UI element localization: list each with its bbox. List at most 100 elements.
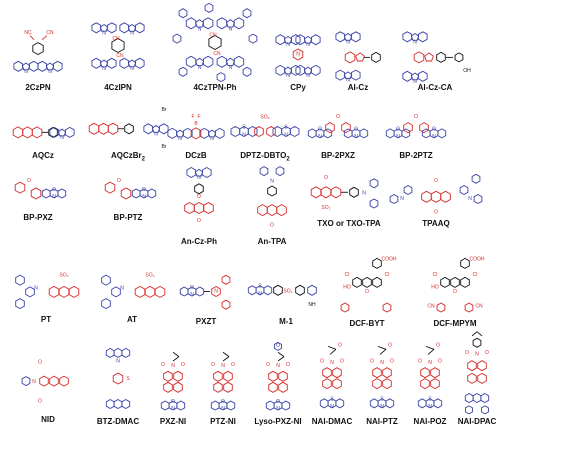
- ring: [52, 60, 63, 72]
- ring: [295, 64, 306, 76]
- structure-bonds: ONO OSN: [369, 342, 395, 410]
- molecule-bp-2ptz: O N O O N BP-2PTZ: [384, 110, 448, 160]
- atom-label: O: [231, 362, 235, 368]
- ring: [15, 298, 25, 310]
- structure-bonds: N SO₂: [101, 272, 166, 310]
- ring: [310, 186, 322, 199]
- heteroatom-label: S: [330, 397, 334, 403]
- ring: [49, 375, 59, 387]
- fluorine-label: F: [191, 114, 194, 120]
- five-ring: [303, 35, 313, 44]
- atom-label: N: [475, 352, 479, 358]
- structure-bonds: NO O: [464, 331, 490, 415]
- molecule-nai-dpac: N O O NAI-DPAC: [448, 330, 506, 426]
- structure-bonds: NC CN N N: [13, 30, 63, 75]
- molecule-name: NAI-PTZ: [366, 417, 398, 426]
- ring: [124, 123, 134, 135]
- nitrogen-label: N: [102, 30, 106, 36]
- structure-drawing: N SO₂: [15, 272, 80, 310]
- five-ring: [410, 32, 420, 41]
- ring: [275, 34, 286, 46]
- molecule-nai-ptz: O N O O S N NAI-PTZ: [358, 342, 406, 426]
- molecule-name: DPTZ-DBTO: [240, 151, 287, 160]
- ring: [473, 193, 483, 205]
- ring: [247, 285, 257, 296]
- ring: [281, 400, 291, 411]
- ring: [372, 378, 382, 390]
- molecule-name: BTZ-DMAC: [96, 417, 140, 426]
- structure-bonds: N NNN N: [275, 34, 321, 79]
- atom-label: O: [390, 358, 394, 364]
- carbonyl-oxygen: O: [434, 209, 438, 215]
- molecule-name-subscript: 2: [286, 156, 290, 163]
- ring: [268, 381, 278, 393]
- ring: [30, 187, 42, 200]
- molecule-m-1: S N SO₂ NH M-1: [247, 270, 324, 326]
- molecule-name: 2CzPN: [25, 83, 51, 92]
- bond: [427, 348, 435, 355]
- ring: [477, 360, 487, 372]
- structure-drawing: SN SO₂ NH: [247, 284, 317, 308]
- molecule-label: BP-PXZ: [0, 213, 86, 222]
- five-ring: [424, 52, 434, 62]
- ring: [242, 8, 252, 19]
- nitrogen-label: N: [190, 292, 194, 298]
- carbonyl-oxygen: O: [27, 178, 31, 184]
- atom-label: O: [286, 362, 290, 368]
- ring: [430, 190, 442, 203]
- ring: [450, 276, 460, 288]
- atom-label: O: [211, 362, 215, 368]
- nitrogen-label: N: [142, 194, 146, 200]
- ring: [341, 122, 351, 134]
- structure-bonds: N N F FB: [167, 114, 225, 142]
- ring: [330, 186, 342, 199]
- sulfone-label: SO₂: [59, 272, 68, 278]
- ring: [464, 392, 474, 404]
- molecule-dcf-mpym: COOH Cl Cl HO O CN CN DCF-MPYM: [416, 254, 494, 328]
- atom-label: N: [276, 363, 280, 369]
- molecule-name-subscript: 2: [141, 156, 145, 163]
- molecule-label: PT: [0, 315, 102, 324]
- ring: [275, 64, 286, 76]
- ring: [233, 17, 245, 30]
- atom-label: N: [116, 358, 120, 364]
- nitrogen-label: N: [130, 30, 134, 36]
- bond: [329, 348, 337, 355]
- structure-drawing: N NNN N: [275, 34, 321, 79]
- ring: [440, 276, 450, 288]
- structure-drawing: N Br Br: [88, 107, 169, 150]
- structure-drawing: N SO₂: [101, 272, 166, 310]
- molecule-name: BP-PTZ: [113, 213, 143, 222]
- molecule-at: N SO₂ AT: [96, 266, 168, 324]
- ring: [41, 188, 51, 199]
- structure-bonds: N O O N: [389, 173, 483, 215]
- five-ring: [99, 59, 109, 68]
- heteroatom-label: S: [284, 124, 288, 130]
- nitrogen-label: N: [318, 134, 322, 140]
- structure-drawing: OON: [104, 178, 157, 200]
- nitrogen-label: N: [154, 131, 158, 137]
- molecule-pxz-ni: N O O O N PXZ-NI: [148, 342, 198, 426]
- nitrogen-label: N: [221, 406, 225, 412]
- molecule-label: Lyso-PXZ-NI: [228, 417, 328, 426]
- structure-drawing: N OH N: [402, 31, 471, 85]
- ring: [105, 347, 115, 358]
- structure-drawing: N O O: [184, 166, 214, 224]
- heteroatom-label: S: [242, 124, 246, 130]
- ring: [417, 31, 428, 43]
- atom-label: NC: [24, 30, 32, 36]
- structure-drawing: NO OON: [160, 351, 186, 412]
- structure-bonds: O SO₂ N: [310, 175, 379, 211]
- ring: [259, 166, 269, 177]
- ring: [369, 178, 379, 189]
- ring: [420, 367, 430, 379]
- nitrogen-label: N: [198, 26, 202, 32]
- ring: [340, 302, 350, 313]
- ring: [186, 166, 197, 179]
- structure-drawing: N O O N: [389, 173, 483, 215]
- nitrogen-label: N: [242, 133, 246, 139]
- atom-label: O: [181, 362, 185, 368]
- ring: [275, 166, 285, 177]
